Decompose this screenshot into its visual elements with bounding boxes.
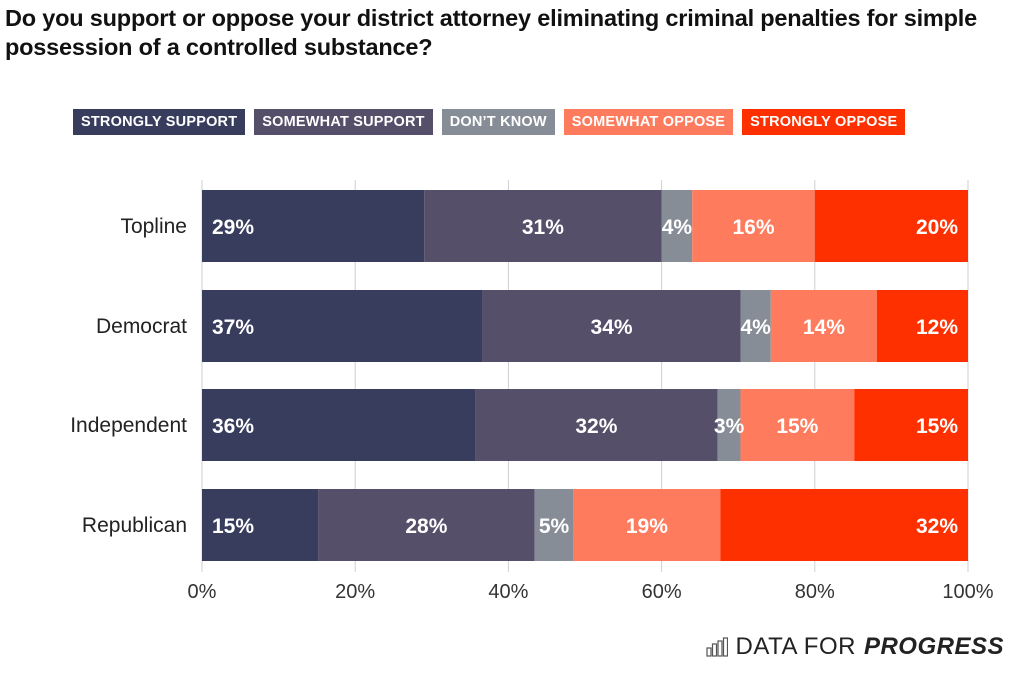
- data-label: 32%: [916, 515, 958, 538]
- data-label: 12%: [916, 316, 958, 339]
- bar-segment: [876, 290, 968, 362]
- bar-segment: [475, 389, 718, 461]
- category-label: Independent: [70, 414, 187, 437]
- logo-text-bold: PROGRESS: [863, 633, 1004, 660]
- x-axis-ticks: 0% 20% 40% 60% 80% 100%: [188, 581, 994, 603]
- category-label: Topline: [120, 215, 187, 238]
- legend-item-dont-know: DON’T KNOW: [441, 109, 555, 135]
- data-label: 34%: [591, 316, 633, 339]
- bar-chart-icon: [705, 637, 728, 657]
- data-label: 16%: [733, 216, 775, 239]
- bar-segment: [424, 190, 662, 262]
- data-label: 20%: [916, 216, 958, 239]
- data-label: 19%: [626, 515, 668, 538]
- bar-segment: [692, 190, 815, 262]
- chart-title: Do you support or oppose your district a…: [5, 5, 977, 60]
- legend-item-somewhat-support: SOMEWHAT SUPPORT: [254, 109, 433, 135]
- legend-item-strongly-oppose: STRONGLY OPPOSE: [742, 109, 906, 135]
- bar-segment: [202, 190, 425, 262]
- x-tick-label: 0%: [188, 581, 217, 603]
- bar-segment: [720, 489, 968, 561]
- x-tick-label: 80%: [795, 581, 835, 603]
- bar-segment: [534, 489, 574, 561]
- bar-segment: [573, 489, 721, 561]
- data-label: 15%: [916, 415, 958, 438]
- x-tick-label: 20%: [335, 581, 375, 603]
- bar-segment: [717, 389, 741, 461]
- x-tick-label: 60%: [642, 581, 682, 603]
- data-label: 4%: [662, 216, 693, 239]
- bar-segment: [202, 389, 476, 461]
- data-label: 32%: [575, 415, 617, 438]
- data-label: 5%: [539, 515, 570, 538]
- legend-item-somewhat-oppose: SOMEWHAT OPPOSE: [563, 109, 734, 135]
- data-label: 37%: [212, 316, 254, 339]
- category-labels: Topline Democrat Independent Republican: [70, 215, 187, 537]
- legend-item-strongly-support: STRONGLY SUPPORT: [73, 109, 246, 135]
- category-label: Democrat: [96, 315, 187, 338]
- bar-segment: [854, 389, 968, 461]
- x-tick-label: 100%: [942, 581, 993, 603]
- data-label: 14%: [803, 316, 845, 339]
- data-label: 29%: [212, 216, 254, 239]
- bar-segment: [770, 290, 877, 362]
- data-label: 31%: [522, 216, 564, 239]
- data-label: 3%: [714, 415, 745, 438]
- data-label: 15%: [212, 515, 254, 538]
- logo-text-light: DATA FOR: [735, 633, 856, 660]
- bar-segment: [740, 389, 855, 461]
- bars: 29% 31% 4% 16% 20% 37% 34% 4% 14% 12% 36% 32% 3% 15% 1…: [202, 190, 968, 561]
- data-for-progress-logo: DATA FOR PROGRESS: [705, 633, 1004, 661]
- bar-segment: [202, 290, 483, 362]
- data-label: 28%: [405, 515, 447, 538]
- bar-segment: [318, 489, 535, 561]
- bar-segment: [661, 190, 693, 262]
- bar-segment: [482, 290, 741, 362]
- data-label: 36%: [212, 415, 254, 438]
- category-label: Republican: [82, 514, 187, 537]
- data-label: 15%: [776, 415, 818, 438]
- bar-segment: [202, 489, 319, 561]
- bar-segment: [740, 290, 771, 362]
- x-tick-label: 40%: [488, 581, 528, 603]
- data-label: 4%: [740, 316, 771, 339]
- legend: STRONGLY SUPPORT SOMEWHAT SUPPORT DON’T …: [73, 109, 906, 135]
- bar-segment: [814, 190, 968, 262]
